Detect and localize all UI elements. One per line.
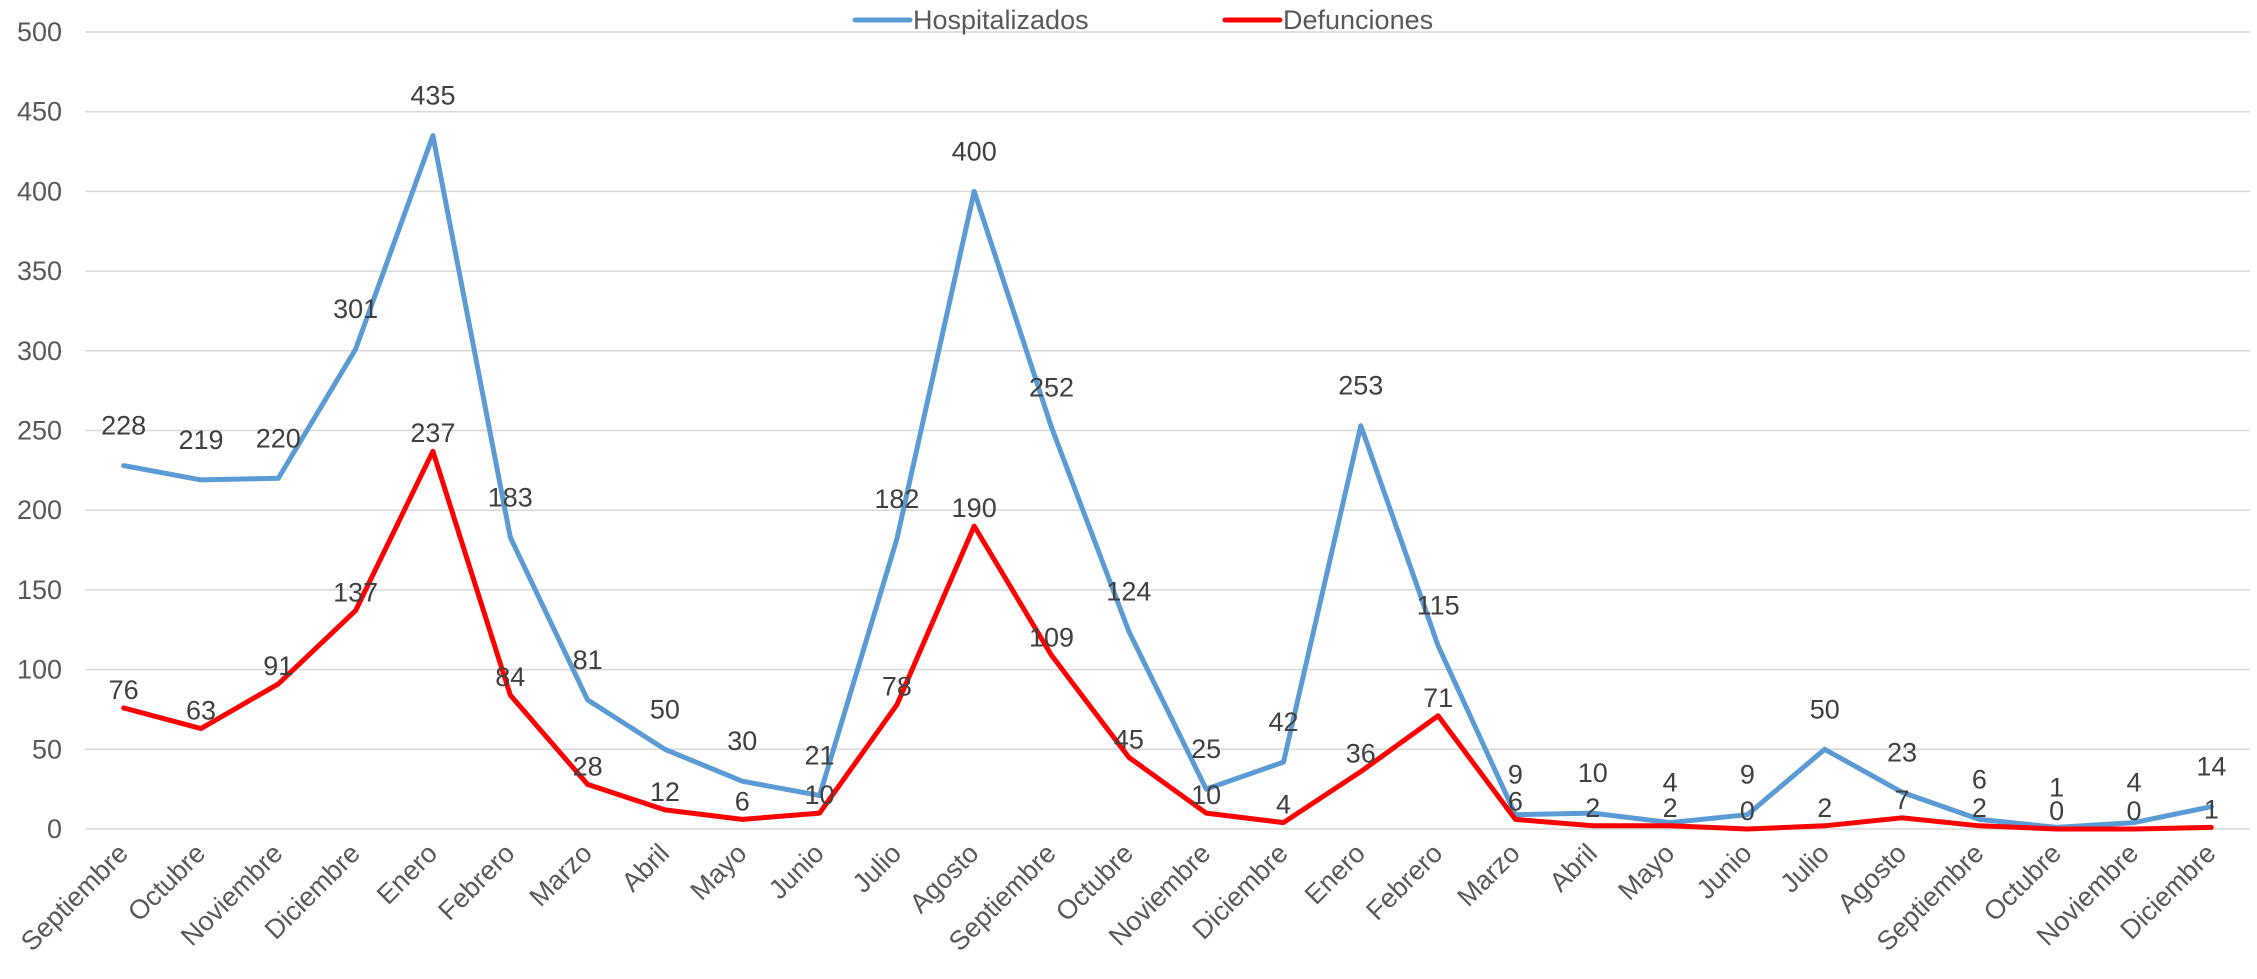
data-label-defunciones: 0 (2049, 796, 2064, 826)
x-tick-label: Mayo (1612, 838, 1680, 906)
data-label-hospitalizados: 81 (573, 645, 603, 675)
x-tick-label: Julio (847, 838, 907, 898)
data-label-defunciones: 28 (573, 751, 603, 781)
data-label-hospitalizados: 228 (101, 411, 146, 441)
data-label-defunciones: 190 (952, 493, 997, 523)
data-label-hospitalizados: 220 (256, 423, 301, 453)
data-label-defunciones: 2 (1663, 793, 1678, 823)
data-label-hospitalizados: 252 (1029, 372, 1074, 402)
x-tick-label: Abril (1544, 838, 1603, 897)
legend-label-hospitalizados: Hospitalizados (913, 5, 1089, 35)
y-tick-label: 350 (17, 256, 62, 286)
data-label-defunciones: 10 (1191, 780, 1221, 810)
x-tick-label: Junio (763, 838, 830, 905)
series-lines (121, 133, 2214, 832)
x-tick-label: Abril (616, 838, 675, 897)
data-label-defunciones: 2 (1585, 793, 1600, 823)
data-label-hospitalizados: 301 (333, 294, 378, 324)
legend-label-defunciones: Defunciones (1283, 5, 1433, 35)
data-label-defunciones: 36 (1346, 739, 1376, 769)
data-label-defunciones: 6 (1508, 786, 1523, 816)
data-label-hospitalizados: 435 (410, 81, 455, 111)
data-label-defunciones: 12 (650, 777, 680, 807)
data-label-defunciones: 76 (109, 675, 139, 705)
data-label-hospitalizados: 115 (1417, 591, 1460, 621)
data-label-hospitalizados: 9 (1740, 760, 1755, 790)
y-tick-label: 300 (17, 336, 62, 366)
x-tick-label: Enero (371, 838, 443, 910)
data-label-hospitalizados: 50 (1810, 694, 1840, 724)
y-tick-label: 400 (17, 176, 62, 206)
series-line-defunciones (121, 448, 2214, 832)
data-label-hospitalizados: 23 (1887, 737, 1917, 767)
y-tick-label: 50 (32, 734, 62, 764)
y-tick-label: 150 (17, 575, 62, 605)
data-label-defunciones: 63 (186, 696, 216, 726)
x-tick-label: Mayo (685, 838, 753, 906)
x-tick-label: Junio (1691, 838, 1758, 905)
data-label-hospitalizados: 219 (178, 425, 223, 455)
data-label-defunciones: 137 (333, 578, 378, 608)
data-label-hospitalizados: 9 (1508, 760, 1523, 790)
series-line-hospitalizados (121, 133, 2214, 830)
data-label-defunciones: 1 (2204, 794, 2219, 824)
x-tick-label: Julio (1774, 838, 1834, 898)
data-label-defunciones: 91 (263, 651, 293, 681)
data-label-defunciones: 4 (1276, 790, 1291, 820)
data-label-hospitalizados: 25 (1191, 734, 1221, 764)
data-label-hospitalizados: 253 (1338, 371, 1383, 401)
data-label-hospitalizados: 4 (1663, 768, 1678, 798)
data-label-defunciones: 71 (1423, 683, 1453, 713)
y-tick-label: 0 (47, 814, 62, 844)
gridlines (85, 31, 2250, 830)
legend: Hospitalizados Defunciones (852, 5, 1433, 35)
y-tick-label: 100 (17, 655, 62, 685)
data-label-defunciones: 109 (1029, 622, 1074, 652)
x-tick-label: Febrero (432, 838, 520, 926)
data-label-defunciones: 2 (1817, 793, 1832, 823)
data-label-hospitalizados: 21 (805, 741, 835, 771)
data-label-defunciones: 6 (735, 786, 750, 816)
x-tick-label: Enero (1299, 838, 1371, 910)
data-label-hospitalizados: 4 (2127, 768, 2142, 798)
data-label-defunciones: 0 (2127, 796, 2142, 826)
data-label-hospitalizados: 50 (650, 694, 680, 724)
data-label-defunciones: 45 (1114, 724, 1144, 754)
data-label-hospitalizados: 1 (2049, 772, 2064, 802)
data-label-hospitalizados: 14 (2196, 752, 2226, 782)
data-label-hospitalizados: 6 (1972, 764, 1987, 794)
x-tick-label: Marzo (524, 838, 598, 912)
y-tick-label: 450 (17, 97, 62, 127)
data-label-defunciones: 10 (805, 780, 835, 810)
data-label-hospitalizados: 400 (952, 136, 997, 166)
data-label-hospitalizados: 30 (727, 726, 757, 756)
y-tick-label: 500 (17, 17, 62, 47)
data-label-hospitalizados: 182 (874, 484, 919, 514)
data-label-hospitalizados: 42 (1268, 707, 1298, 737)
data-label-defunciones: 7 (1895, 785, 1910, 815)
data-label-hospitalizados: 183 (488, 482, 533, 512)
y-axis-ticks: 0 50 100 150 200 250 300 350 400 450 500 (17, 17, 62, 844)
x-tick-label: Febrero (1360, 838, 1448, 926)
data-label-defunciones: 78 (882, 672, 912, 702)
x-tick-label: Marzo (1451, 838, 1525, 912)
data-label-hospitalizados: 124 (1106, 576, 1151, 606)
y-tick-label: 200 (17, 495, 62, 525)
x-tick-label: Septiembre (15, 838, 134, 957)
y-tick-label: 250 (17, 416, 62, 446)
data-label-defunciones: 237 (410, 418, 455, 448)
data-label-defunciones: 0 (1740, 796, 1755, 826)
data-label-defunciones: 2 (1972, 793, 1987, 823)
data-label-hospitalizados: 10 (1578, 758, 1608, 788)
data-label-defunciones: 84 (495, 662, 525, 692)
